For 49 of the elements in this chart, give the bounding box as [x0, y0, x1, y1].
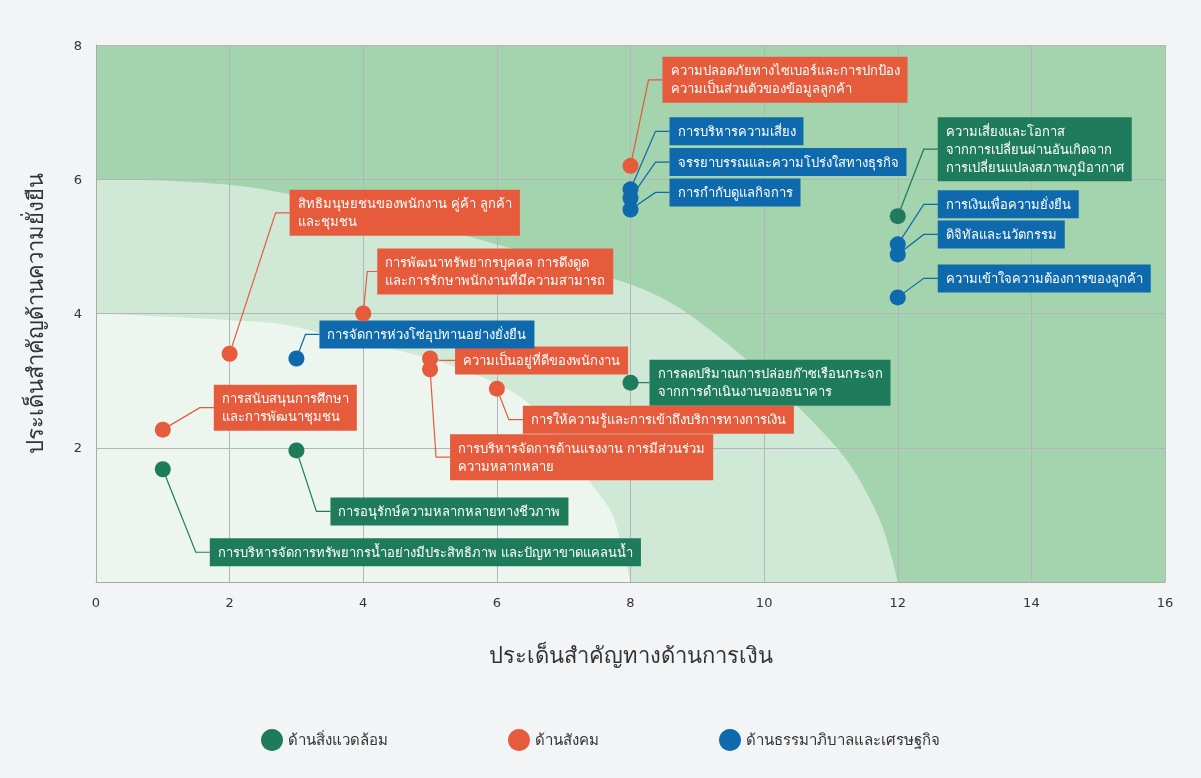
annotation: การบริหารจัดการทรัพยากรน้ำอย่างมีประสิทธิภาพ และปัญหาขาดแคลนน้ำ — [217, 542, 633, 560]
x-tick-label: 6 — [492, 595, 502, 610]
annotation: การลดปริมาณการปล่อยก๊าซเรือนกระจก จากการดำเนินงานของธนาคาร — [657, 366, 883, 400]
annotation: ดิจิทัลและนวัตกรรม — [945, 226, 1057, 242]
point — [422, 361, 439, 378]
annotation: การบริหารความเสี่ยง — [677, 122, 796, 139]
legend-label: ด้านสังคม — [535, 731, 599, 749]
annotation: การจัดการห่วงโซ่อุปทานอย่างยั่งยืน — [327, 325, 527, 343]
point — [288, 442, 305, 459]
point — [622, 157, 639, 174]
x-axis-title: ประเด็นสำคัญทางด้านการเงิน — [488, 640, 773, 668]
point — [488, 380, 505, 397]
annotation: ความเสี่ยงและโอกาส จากการเปลี่ยนผ่านอันเกิดจาก การเปลี่ยนแปลงสภาพภูมิอากาศ — [945, 122, 1125, 176]
x-tick-label: 12 — [889, 595, 907, 610]
x-tick-label: 8 — [626, 595, 635, 610]
x-tick-label: 16 — [1156, 595, 1174, 610]
annotation: การให้ความรู้และการเข้าถึงบริการทางการเงิน — [530, 412, 786, 429]
x-tick-label: 0 — [91, 595, 101, 610]
y-tick-label: 4 — [73, 306, 82, 321]
annotation: การเงินเพื่อความยั่งยืน — [945, 195, 1071, 212]
point — [622, 374, 639, 391]
y-tick-label: 2 — [73, 440, 82, 456]
annotation: ความปลอดภัยทางไซเบอร์และการปกป้อง ความเป็นส่วนตัวของข้อมูลลูกค้า — [670, 63, 900, 98]
annotation: การอนุรักษ์ความหลากหลายทางชีวภาพ — [338, 503, 561, 520]
point — [154, 421, 171, 438]
y-tick-label: 8 — [73, 37, 82, 53]
x-tick-label: 10 — [755, 595, 773, 610]
annotation: การบริหารจัดการด้านแรงงาน การมีส่วนร่วม ความหลากหลาย — [458, 440, 706, 474]
point — [221, 345, 238, 362]
point — [355, 305, 372, 322]
annotation: การสนับสนุนการศึกษา และการพัฒนาชุมชน — [221, 391, 349, 426]
x-tick-label: 14 — [1023, 595, 1040, 610]
annotation: ความเข้าใจความต้องการของลูกค้า — [945, 270, 1143, 287]
annotation: การพัฒนาทรัพยากรบุคคล การดึงดูด และการรักษาพนักงานที่มีความสามารถ — [385, 255, 606, 288]
legend-label: ด้านธรรมาภิบาลและเศรษฐกิจ — [746, 731, 940, 749]
legend-label: ด้านสิ่งแวดล้อม — [288, 729, 388, 749]
point — [622, 201, 639, 218]
y-axis-title: ประเด็นสำคัญด้านความยั่งยืน — [19, 173, 48, 454]
point — [889, 208, 906, 225]
point — [288, 350, 305, 367]
point — [889, 289, 906, 306]
annotation: สิทธิมนุษยชนของพนักงาน คู่ค้า ลูกค้า และชุมชน — [297, 196, 512, 231]
annotation: การกำกับดูแลกิจการ — [677, 184, 793, 201]
annotation: จรรยาบรรณและความโปร่งใสทางธุรกิจ — [677, 154, 899, 171]
annotation: ความเป็นอยู่ที่ดีของพนักงาน — [463, 350, 621, 369]
point — [154, 461, 171, 478]
x-tick-label: 2 — [225, 595, 234, 610]
y-tick-label: 6 — [73, 171, 82, 187]
x-tick-label: 4 — [359, 595, 368, 610]
